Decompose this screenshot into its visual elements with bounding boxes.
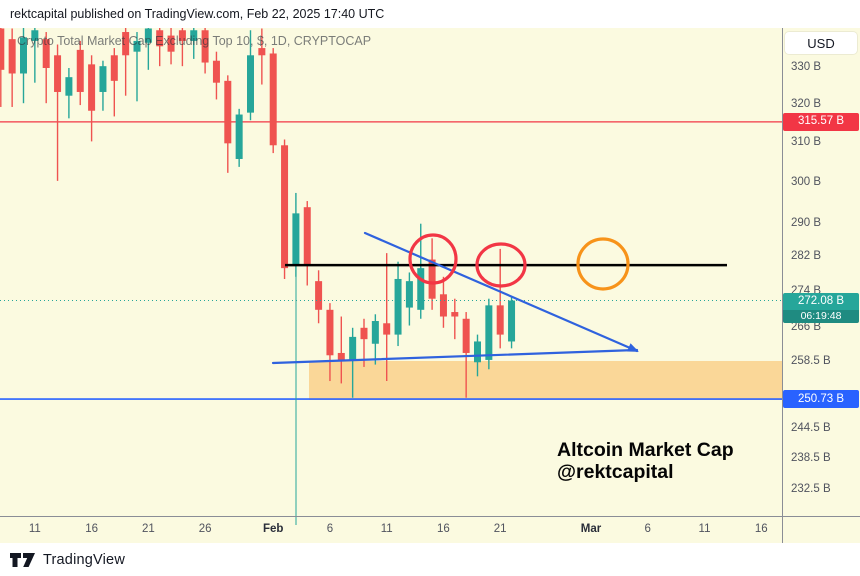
candle-body bbox=[133, 40, 141, 52]
chart-annotation: Altcoin Market Cap @rektcapital bbox=[557, 439, 734, 483]
annotation-line-1: Altcoin Market Cap bbox=[557, 439, 734, 461]
time-tick: Mar bbox=[580, 523, 602, 535]
demand-zone bbox=[309, 361, 782, 400]
time-tick: 11 bbox=[28, 523, 41, 535]
footer: TradingView bbox=[0, 543, 860, 576]
candle-body bbox=[178, 30, 186, 41]
retest-circle bbox=[475, 242, 527, 288]
candle-body bbox=[201, 30, 209, 63]
candle-body bbox=[303, 207, 311, 266]
price-label-current: 272.08 B 06:19:48 bbox=[783, 292, 859, 323]
price-tick: 282 B bbox=[791, 250, 822, 263]
candle-body bbox=[383, 323, 391, 335]
candle-body bbox=[326, 309, 334, 356]
time-axis[interactable]: 11 16 21 26 Feb 6 11 16 21 Mar 6 11 16 bbox=[0, 517, 860, 543]
price-tick: 232.5 B bbox=[791, 482, 831, 495]
candle-body bbox=[212, 60, 220, 83]
candle-body bbox=[371, 321, 379, 344]
candle-body bbox=[122, 32, 130, 56]
candle-body bbox=[31, 30, 39, 41]
candlestick-plot bbox=[0, 28, 782, 525]
time-tick: 11 bbox=[380, 523, 393, 535]
candle-body bbox=[360, 327, 368, 340]
candle-body bbox=[258, 48, 266, 56]
candle-body bbox=[485, 305, 493, 360]
time-tick: 6 bbox=[644, 523, 651, 535]
tradingview-logo-icon[interactable] bbox=[10, 550, 36, 569]
publish-info: rektcapital published on TradingView.com… bbox=[10, 7, 385, 21]
price-label-support: 250.73 B bbox=[783, 390, 859, 409]
logo-shape-7 bbox=[23, 553, 35, 567]
annotation-line-2: @rektcapital bbox=[557, 461, 674, 483]
candle-body bbox=[462, 318, 470, 353]
candle-body bbox=[235, 114, 243, 159]
candle-body bbox=[428, 259, 436, 299]
candle-body bbox=[281, 145, 289, 269]
price-tick: 320 B bbox=[791, 98, 822, 111]
price-tick: 258.5 B bbox=[791, 355, 831, 368]
bar-countdown: 06:19:48 bbox=[783, 309, 859, 323]
candle-body bbox=[88, 64, 96, 111]
time-tick: 16 bbox=[437, 523, 450, 535]
publish-header: rektcapital published on TradingView.com… bbox=[0, 0, 860, 28]
time-tick: 11 bbox=[698, 523, 711, 535]
candle-body bbox=[20, 37, 27, 74]
tradingview-brand[interactable]: TradingView bbox=[43, 551, 125, 568]
candle-body bbox=[144, 28, 152, 43]
time-tick: 21 bbox=[141, 523, 155, 535]
candle-body bbox=[42, 39, 50, 68]
logo-shape-1 bbox=[10, 553, 21, 567]
candle-body bbox=[65, 77, 73, 96]
candle-body bbox=[247, 55, 254, 113]
candle-body bbox=[167, 35, 175, 52]
time-tick: Feb bbox=[262, 523, 284, 535]
price-tick: 238.5 B bbox=[791, 452, 831, 465]
time-tick: 6 bbox=[326, 523, 334, 535]
retest-circle bbox=[408, 233, 458, 285]
candle-body bbox=[0, 28, 5, 70]
price-tick: 330 B bbox=[791, 61, 822, 73]
candle-body bbox=[190, 30, 198, 41]
candle-body bbox=[439, 294, 447, 317]
price-axis-separator bbox=[782, 28, 783, 543]
time-tick: 16 bbox=[85, 523, 98, 535]
candle-body bbox=[76, 49, 84, 92]
candle-body bbox=[451, 312, 459, 317]
candle-body bbox=[224, 80, 232, 144]
candle-body bbox=[110, 55, 118, 81]
candle-body bbox=[99, 66, 107, 92]
chart-area[interactable]: Crypto Total Market Cap Excluding Top 10… bbox=[0, 28, 860, 543]
trendline-ascending bbox=[271, 348, 639, 365]
price-tick: 300 B bbox=[791, 175, 822, 188]
candle-body bbox=[417, 268, 425, 310]
candle-body bbox=[405, 281, 413, 308]
price-tick: 310 B bbox=[791, 136, 822, 149]
future-retest-circle bbox=[576, 237, 630, 291]
currency-button[interactable]: USD bbox=[785, 32, 857, 54]
time-tick: 21 bbox=[493, 523, 507, 535]
price-tick: 244.5 B bbox=[791, 422, 831, 435]
time-tick: 16 bbox=[754, 523, 768, 535]
candle-body bbox=[156, 30, 164, 47]
price-label-resistance: 315.57 B bbox=[783, 112, 859, 131]
candle-body bbox=[8, 39, 16, 74]
candle-body bbox=[496, 305, 504, 335]
candle-body bbox=[315, 281, 323, 310]
price-tick: 266 B bbox=[791, 320, 822, 333]
candle-body bbox=[269, 53, 277, 146]
price-tick: 290 B bbox=[791, 216, 822, 229]
candle-body bbox=[337, 352, 345, 360]
candle-body bbox=[508, 300, 516, 342]
candle-body bbox=[292, 213, 300, 266]
time-tick: 26 bbox=[198, 523, 212, 535]
candle-body bbox=[474, 341, 481, 363]
candle-body bbox=[349, 336, 357, 360]
candle-body bbox=[54, 55, 62, 92]
time-axis-separator bbox=[0, 516, 860, 517]
candle-body bbox=[394, 278, 402, 335]
symbol-title: Crypto Total Market Cap Excluding Top 10… bbox=[17, 34, 372, 48]
